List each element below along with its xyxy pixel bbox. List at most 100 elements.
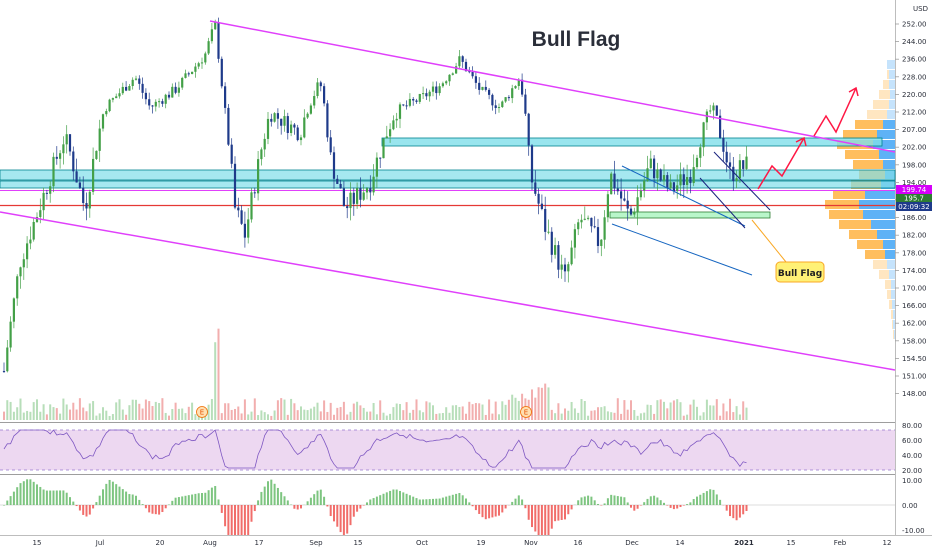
candle-body	[22, 259, 25, 268]
macd-bar	[587, 495, 590, 505]
macd-bar	[316, 490, 319, 505]
macd-bar	[55, 490, 58, 505]
volume-bar	[636, 415, 639, 420]
candle-body	[309, 105, 312, 114]
volume-profile-bar	[849, 230, 877, 239]
macd-bar	[511, 501, 514, 505]
candle-body	[52, 156, 55, 187]
resistance-zones	[0, 137, 896, 219]
volume-bar	[181, 408, 184, 420]
candle-body	[118, 93, 121, 97]
volume-bar	[369, 411, 372, 420]
volume-bars	[3, 328, 748, 420]
projection-arrow-1	[757, 137, 805, 190]
volume-bar	[696, 406, 698, 420]
resistance-zone-lower	[0, 180, 896, 189]
volume-bar	[517, 400, 520, 420]
earnings-marker-2[interactable]: E	[520, 406, 532, 418]
macd-bar	[247, 505, 250, 535]
candle-body	[154, 101, 157, 107]
volume-bar	[468, 401, 471, 420]
volume-bar	[217, 328, 220, 420]
macd-bar	[65, 492, 68, 505]
macd-bar	[125, 491, 128, 505]
candle-body	[692, 167, 695, 184]
volume-bar	[613, 412, 616, 420]
candle-body	[365, 188, 369, 193]
rsi-indicator	[3, 429, 747, 469]
candle-body	[610, 173, 613, 195]
macd-bar	[441, 497, 444, 505]
macd-bar	[69, 497, 71, 505]
rsi-tick-label: 40.00	[902, 452, 922, 460]
macd-tick-label: -10.00	[902, 527, 925, 535]
volume-bar	[501, 401, 504, 420]
time-tick-label: Jul	[95, 539, 105, 547]
macd-bar	[177, 497, 180, 505]
volume-bar	[273, 410, 276, 420]
volume-bar	[587, 415, 590, 420]
volume-profile-bar	[891, 280, 895, 289]
volume-profile-bar	[855, 120, 883, 129]
volume-bar	[214, 342, 217, 420]
resistance-zone-top	[381, 137, 883, 147]
volume-bar	[260, 410, 263, 420]
candle-body	[283, 116, 286, 126]
candle-body	[200, 62, 204, 64]
volume-bar	[346, 414, 349, 420]
macd-bar	[458, 493, 461, 505]
macd-bar	[534, 505, 537, 532]
macd-bar	[78, 505, 81, 511]
volume-bar	[593, 410, 596, 420]
volume-bar	[154, 401, 157, 420]
trend-lines	[0, 20, 896, 371]
volume-bar	[438, 413, 441, 420]
candle-body	[151, 105, 154, 107]
macd-bar	[191, 494, 194, 505]
macd-bar	[39, 486, 42, 505]
earnings-marker-1[interactable]: E	[196, 406, 208, 418]
macd-bar	[88, 505, 91, 515]
price-tick-label: 154.50	[902, 355, 927, 363]
macd-bar	[62, 490, 65, 505]
candle-body	[78, 182, 81, 188]
candle-body	[108, 99, 111, 112]
volume-bar	[719, 415, 722, 420]
volume-profile-bar	[873, 140, 895, 149]
macd-bar	[273, 483, 276, 505]
volume-bar	[491, 413, 494, 420]
volume-bar	[372, 402, 375, 420]
candle-body	[39, 210, 42, 217]
candle-body	[603, 217, 606, 240]
candle-body	[352, 192, 355, 204]
volume-bar	[151, 406, 154, 420]
volume-bar	[356, 401, 359, 420]
volume-profile-bar	[857, 240, 883, 249]
macd-bar	[250, 505, 253, 522]
volume-bar	[554, 413, 557, 420]
volume-profile-bar	[893, 320, 895, 329]
volume-profile-bar	[885, 280, 891, 289]
volume-bar	[742, 401, 745, 420]
candle-body	[702, 122, 705, 148]
volume-profile-bar	[892, 300, 895, 309]
volume-bar	[164, 412, 167, 420]
candle-body	[240, 210, 243, 224]
volume-profile	[825, 60, 895, 339]
macd-bar	[382, 493, 385, 505]
candle-body	[662, 175, 666, 181]
volume-bar	[349, 411, 352, 420]
macd-bar	[45, 490, 48, 505]
volume-bar	[656, 400, 659, 420]
volume-bar	[59, 413, 62, 420]
price-tick-label: 170.00	[902, 285, 927, 293]
macd-bar	[115, 484, 118, 505]
candle-body	[194, 66, 197, 72]
macd-bar	[319, 489, 322, 505]
candle-body	[141, 83, 144, 93]
candle-body	[65, 134, 68, 145]
candle-body	[656, 169, 659, 179]
macd-bar	[128, 494, 131, 505]
candle-body	[72, 151, 75, 172]
candle-body	[280, 118, 283, 126]
